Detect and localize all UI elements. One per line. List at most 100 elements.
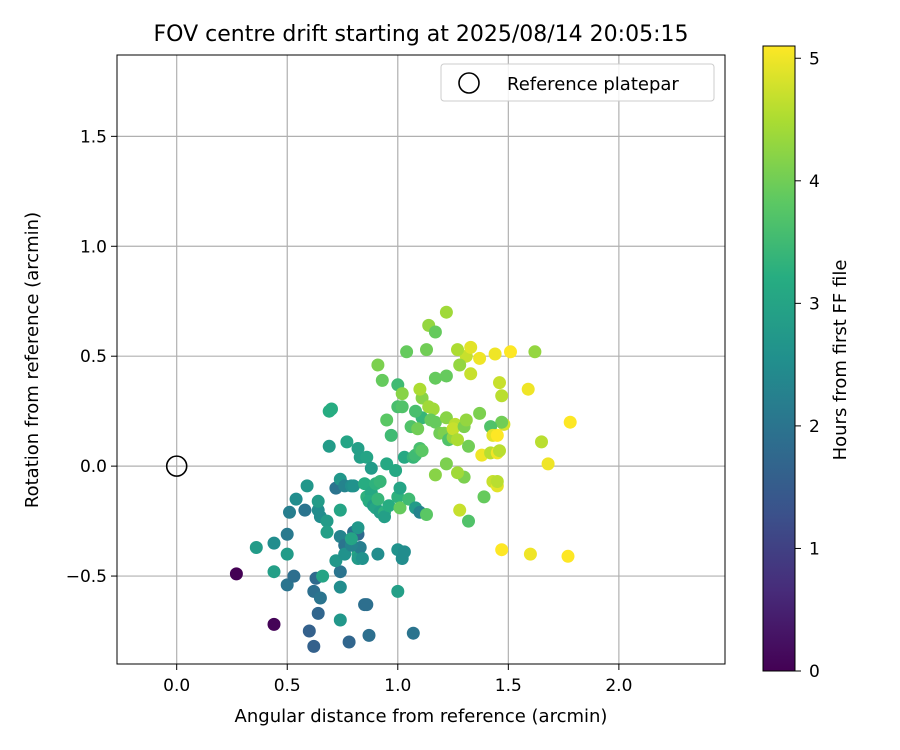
- data-point: [362, 628, 376, 642]
- y-tick-label: 1.0: [80, 237, 107, 257]
- data-point: [473, 406, 487, 420]
- data-point: [420, 508, 433, 521]
- data-point: [280, 547, 294, 561]
- data-point: [302, 624, 316, 638]
- data-point: [504, 345, 517, 359]
- data-point: [535, 435, 548, 449]
- data-point: [384, 428, 398, 442]
- data-point: [464, 367, 478, 381]
- data-point: [411, 422, 425, 436]
- data-point: [462, 439, 475, 453]
- data-point: [428, 325, 442, 339]
- data-point: [473, 351, 487, 365]
- y-axis-label: Rotation from reference (arcmin): [22, 212, 43, 508]
- data-point: [563, 415, 577, 429]
- data-point: [528, 345, 542, 359]
- data-point: [393, 481, 407, 495]
- colorbar-tick-label: 2: [809, 417, 820, 437]
- data-point: [313, 591, 327, 605]
- data-point: [453, 503, 467, 517]
- data-point: [338, 547, 352, 561]
- data-point: [360, 450, 374, 464]
- reference-platepar-marker: [165, 455, 188, 477]
- data-point: [439, 305, 453, 319]
- data-point: [409, 404, 422, 418]
- data-point: [358, 477, 372, 491]
- data-point: [415, 444, 429, 458]
- legend-entry: Reference platepar: [507, 74, 679, 95]
- x-tick-label: 0.5: [274, 676, 301, 696]
- x-tick-label: 0.0: [163, 676, 190, 696]
- y-tick-label: −0.5: [66, 567, 107, 587]
- data-point: [344, 532, 358, 546]
- data-point: [493, 376, 506, 390]
- data-point: [320, 514, 334, 528]
- data-point: [249, 541, 263, 554]
- data-point: [397, 545, 411, 559]
- data-point: [451, 343, 464, 357]
- chart-title: FOV centre drift starting at 2025/08/14 …: [154, 22, 689, 47]
- data-point: [333, 613, 347, 627]
- data-point: [490, 428, 504, 442]
- data-point: [378, 510, 391, 524]
- data-point: [267, 617, 281, 631]
- colorbar-tick-label: 5: [809, 49, 820, 69]
- data-point: [380, 457, 394, 471]
- data-points: [229, 305, 577, 653]
- data-point: [420, 343, 433, 357]
- data-point: [307, 639, 321, 653]
- data-point: [406, 626, 420, 640]
- data-point: [360, 598, 374, 612]
- data-point: [446, 422, 460, 436]
- legend: Reference platepar: [440, 63, 715, 102]
- grid: [117, 55, 725, 664]
- data-point: [355, 552, 369, 565]
- legend-marker: [458, 72, 480, 94]
- data-point: [439, 457, 453, 471]
- data-point: [283, 505, 296, 519]
- data-point: [347, 479, 361, 493]
- data-point: [439, 369, 453, 383]
- data-point: [439, 411, 453, 425]
- colorbar: [762, 45, 796, 672]
- colorbar-ticks: 0 1 2 3 4 5: [795, 49, 820, 682]
- data-point: [395, 400, 409, 414]
- data-point: [280, 578, 294, 592]
- x-axis-label: Angular distance from reference (arcmin): [235, 706, 608, 727]
- data-point: [382, 499, 396, 513]
- data-point: [451, 466, 464, 480]
- data-point: [413, 382, 427, 396]
- colorbar-tick-label: 0: [809, 662, 820, 682]
- data-point: [495, 415, 509, 429]
- colorbar-tick-label: 1: [809, 539, 820, 559]
- data-point: [561, 549, 575, 563]
- data-point: [521, 382, 535, 396]
- data-point: [316, 569, 330, 583]
- data-point: [320, 525, 334, 539]
- y-axis-ticks: −0.5 0.0 0.5 1.0 1.5: [66, 127, 117, 587]
- data-point: [393, 501, 407, 515]
- data-point: [490, 475, 504, 488]
- data-point: [364, 461, 378, 475]
- data-point: [391, 584, 405, 598]
- data-point: [428, 468, 442, 482]
- data-point: [280, 527, 294, 541]
- data-point: [488, 347, 502, 361]
- data-point: [311, 606, 325, 620]
- x-axis-ticks: 0.0 0.5 1.0 1.5 2.0: [163, 664, 632, 696]
- data-point: [380, 413, 394, 427]
- legend-box: [440, 63, 715, 102]
- data-point: [464, 340, 478, 354]
- data-point: [402, 492, 416, 506]
- data-point: [541, 457, 555, 471]
- data-point: [397, 450, 411, 464]
- data-point: [351, 521, 365, 535]
- data-point: [495, 543, 509, 557]
- data-point: [395, 387, 409, 401]
- data-point: [428, 371, 442, 385]
- data-point: [495, 389, 509, 403]
- data-point: [451, 433, 464, 447]
- y-tick-label: 0.0: [80, 457, 107, 477]
- data-point: [267, 536, 281, 550]
